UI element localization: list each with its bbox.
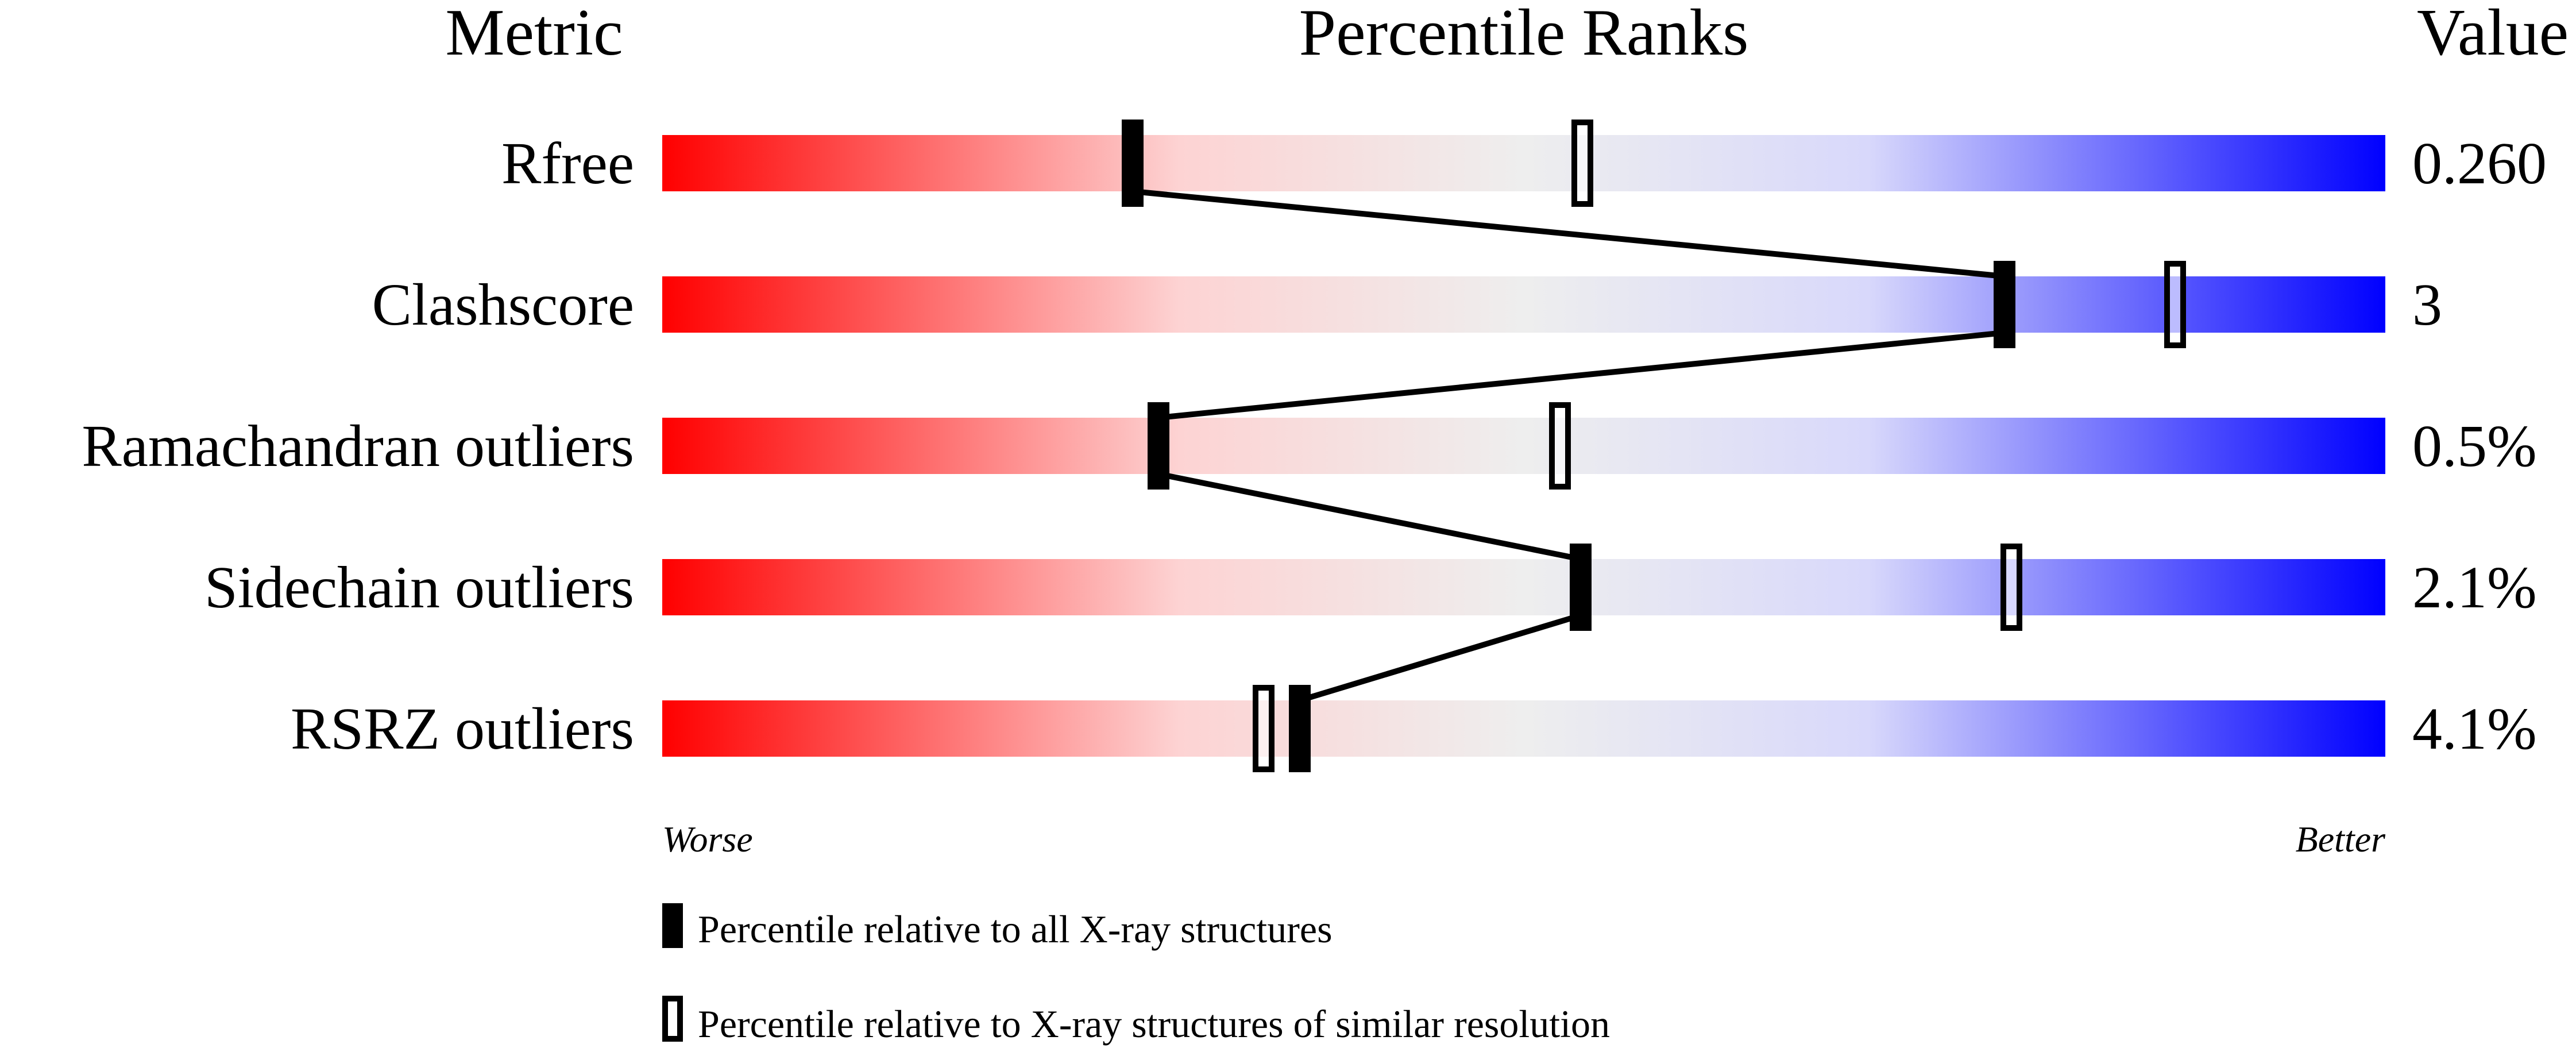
similar-resolution-marker <box>2164 261 2186 348</box>
all-structures-marker <box>1994 261 2015 348</box>
metric-value: 4.1% <box>2412 696 2537 762</box>
percentile-bar <box>662 418 2385 474</box>
metric-label: RSRZ outliers <box>291 696 634 762</box>
legend-filled-marker-icon <box>662 903 683 948</box>
connector-line <box>1158 330 2005 421</box>
connector-line <box>1299 612 1582 703</box>
connector-line <box>1158 471 1581 562</box>
legend-open-label: Percentile relative to X-ray structures … <box>698 1002 1610 1046</box>
percentile-bar <box>662 135 2385 191</box>
worse-label: Worse <box>662 819 753 860</box>
metric-label: Rfree <box>501 130 634 196</box>
metric-label: Sidechain outliers <box>204 554 634 621</box>
all-structures-marker <box>1148 402 1169 490</box>
value-header: Value <box>2417 0 2569 70</box>
metric-value: 2.1% <box>2412 554 2537 621</box>
all-structures-marker <box>1570 544 1592 631</box>
metric-label: Clashscore <box>372 272 634 338</box>
legend-open-marker-icon <box>662 996 683 1042</box>
similar-resolution-marker <box>1549 402 1571 490</box>
metric-header: Metric <box>445 0 623 70</box>
metric-label: Ramachandran outliers <box>82 413 634 479</box>
legend-filled-label: Percentile relative to all X-ray structu… <box>698 907 1333 951</box>
metric-value: 0.5% <box>2412 413 2537 479</box>
connector-line <box>1132 188 2005 279</box>
similar-resolution-marker <box>1571 120 1593 207</box>
percentile-bar <box>662 276 2385 333</box>
similar-resolution-marker <box>1253 685 1275 772</box>
all-structures-marker <box>1122 120 1144 207</box>
all-structures-marker <box>1289 685 1311 772</box>
metric-value: 3 <box>2412 272 2442 338</box>
percentile-bar <box>662 559 2385 615</box>
percentile-bar <box>662 700 2385 757</box>
metric-value: 0.260 <box>2412 130 2547 196</box>
similar-resolution-marker <box>2000 544 2022 631</box>
percentile-ranks-header: Percentile Ranks <box>1299 0 1749 70</box>
better-label: Better <box>2296 819 2386 860</box>
